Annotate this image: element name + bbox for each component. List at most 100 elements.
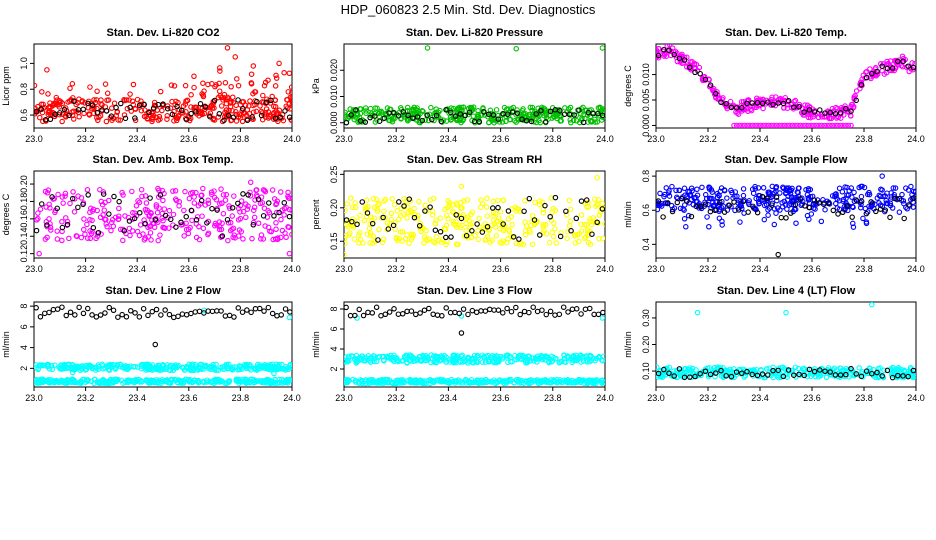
data-point [469, 228, 475, 234]
data-point [131, 215, 138, 222]
data-point [857, 79, 864, 86]
data-point [352, 200, 358, 206]
plot-frame [655, 170, 917, 259]
data-point [512, 352, 518, 359]
data-point [204, 377, 210, 383]
data-point [239, 105, 246, 112]
x-tick-label: 23.8 [544, 393, 562, 403]
data-point [373, 304, 380, 311]
data-point [220, 210, 227, 217]
data-point [759, 100, 766, 107]
data-point [458, 353, 465, 360]
data-point [249, 235, 255, 242]
data-point [126, 225, 133, 232]
data-point [444, 205, 450, 211]
data-point [565, 106, 572, 112]
data-point [265, 208, 271, 214]
data-point [44, 234, 50, 241]
data-point [530, 304, 536, 310]
data-point [94, 109, 101, 116]
data-point [805, 122, 812, 128]
data-point [201, 310, 207, 316]
data-point [104, 362, 111, 368]
data-point [513, 304, 519, 311]
data-point [222, 313, 229, 319]
y-tick-label: 0.005 [641, 89, 651, 112]
data-point [856, 184, 862, 191]
data-point [865, 191, 871, 198]
data-point [218, 103, 225, 109]
data-point [454, 106, 461, 112]
data-point [282, 306, 289, 312]
x-tick-label: 23.0 [647, 134, 665, 144]
data-point [910, 204, 916, 210]
data-point [728, 104, 735, 111]
data-point [824, 122, 830, 128]
y-tick-label: 0.20 [329, 199, 339, 217]
data-point [552, 312, 558, 318]
data-point [365, 309, 371, 316]
x-tick-label: 23.2 [387, 393, 405, 403]
data-point [576, 238, 582, 245]
data-point [183, 312, 190, 318]
data-point [676, 366, 683, 372]
data-point [286, 250, 292, 257]
data-point [377, 377, 383, 384]
data-point [889, 65, 896, 71]
data-point [72, 312, 78, 318]
data-point [782, 202, 789, 208]
data-point [582, 306, 589, 312]
data-point [191, 194, 197, 200]
data-point [283, 205, 290, 211]
data-point [90, 206, 97, 213]
data-point [679, 51, 685, 58]
data-point [774, 197, 780, 204]
data-point [691, 195, 698, 202]
data-point [362, 380, 368, 387]
data-point [360, 312, 367, 319]
data-point [108, 227, 114, 234]
data-point [269, 187, 276, 193]
data-point [271, 379, 277, 385]
data-point [219, 378, 226, 385]
data-point [529, 104, 536, 111]
data-point [733, 105, 740, 111]
data-point [773, 210, 779, 216]
data-point [473, 309, 480, 316]
data-point [590, 215, 596, 221]
data-point [154, 209, 161, 216]
data-point [823, 374, 830, 381]
data-point [406, 196, 412, 202]
data-point [287, 361, 292, 368]
data-point [128, 363, 134, 369]
data-point [879, 63, 885, 69]
data-point [881, 367, 887, 374]
data-point [347, 312, 354, 319]
data-point [119, 189, 125, 196]
data-point [703, 195, 710, 202]
data-point [432, 239, 438, 246]
data-point [46, 216, 52, 222]
data-point [441, 352, 448, 359]
data-point [243, 214, 249, 221]
data-point [243, 363, 250, 369]
data-point [183, 220, 189, 227]
data-point [529, 107, 535, 114]
y-tick-label: 0.010 [329, 85, 339, 108]
data-point [85, 100, 91, 107]
data-point [161, 206, 168, 212]
data-point [532, 199, 538, 206]
data-point [587, 216, 593, 222]
data-point [764, 195, 770, 202]
data-point [842, 122, 849, 128]
data-point [103, 221, 109, 227]
data-point [540, 223, 546, 230]
data-point [67, 200, 73, 207]
data-point [501, 104, 508, 111]
data-point [389, 379, 395, 386]
data-point [486, 306, 493, 313]
x-tick-label: 23.2 [699, 264, 717, 274]
data-point [557, 233, 564, 240]
